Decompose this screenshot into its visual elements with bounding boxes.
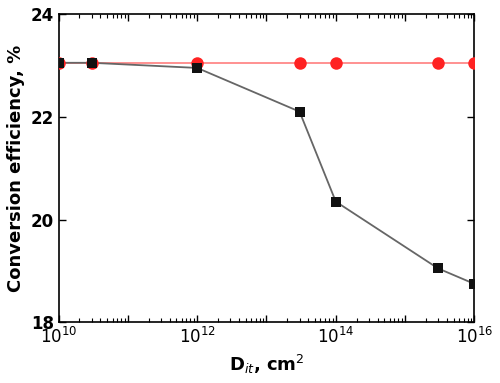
Y-axis label: Conversion efficiency, %: Conversion efficiency, %	[7, 44, 25, 292]
X-axis label: D$_{it}$, cm$^2$: D$_{it}$, cm$^2$	[228, 353, 304, 376]
